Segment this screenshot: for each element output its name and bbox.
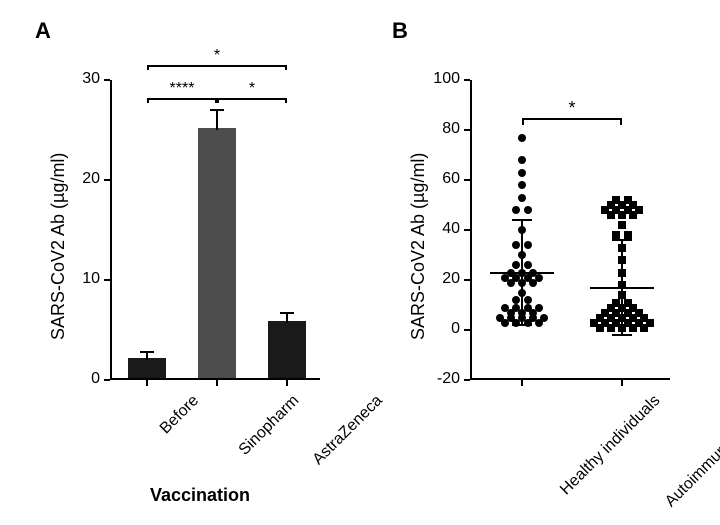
panel-a-xlabel: Vaccination — [150, 485, 250, 506]
panel-b-label: B — [392, 18, 408, 44]
ytick-label: 80 — [422, 120, 460, 138]
ytick-label: 40 — [422, 220, 460, 238]
data-point — [540, 314, 548, 322]
significance-bracket — [285, 65, 287, 70]
panel-a-label: A — [35, 18, 51, 44]
data-point — [524, 261, 532, 269]
ytick-label: 60 — [422, 170, 460, 188]
data-point — [624, 299, 632, 307]
data-point — [524, 296, 532, 304]
ytick-label: 0 — [68, 370, 100, 388]
sd-whisker-cap — [512, 324, 532, 326]
data-point — [524, 304, 532, 312]
ytick-mark — [464, 79, 470, 81]
category-label: Before — [157, 392, 203, 438]
ytick-mark — [464, 129, 470, 131]
data-point — [496, 314, 504, 322]
data-point — [512, 304, 520, 312]
category-label: AstraZeneca — [310, 392, 387, 469]
significance-bracket — [217, 98, 219, 103]
data-point — [518, 194, 526, 202]
ytick-mark — [464, 279, 470, 281]
data-point — [612, 299, 620, 307]
data-point — [512, 241, 520, 249]
significance-label: * — [187, 47, 247, 65]
significance-bracket — [147, 65, 287, 67]
ytick-label: 20 — [68, 170, 100, 188]
significance-bracket — [147, 98, 149, 103]
panel-a-ylabel: SARS-CoV2 Ab (µg/ml) — [48, 153, 69, 340]
significance-label: * — [222, 80, 282, 98]
ytick-mark — [464, 179, 470, 181]
data-point — [624, 196, 632, 204]
data-point — [501, 304, 509, 312]
error-bar-cap — [210, 109, 224, 111]
significance-bracket — [285, 98, 287, 103]
ytick-mark — [104, 79, 110, 81]
data-point — [518, 134, 526, 142]
sd-whisker-cap — [612, 334, 632, 336]
data-point — [512, 206, 520, 214]
error-bar — [286, 313, 288, 323]
sd-whisker — [621, 288, 623, 336]
bar — [128, 358, 167, 378]
ytick-label: 100 — [422, 70, 460, 88]
significance-bracket — [620, 118, 622, 126]
data-point — [535, 304, 543, 312]
significance-bracket — [217, 98, 287, 100]
data-point — [612, 196, 620, 204]
data-point — [512, 261, 520, 269]
data-point — [624, 231, 632, 239]
category-label: Healthy individuals — [557, 392, 664, 499]
ytick-label: 0 — [422, 320, 460, 338]
xtick-mark — [621, 380, 623, 386]
xtick-mark — [146, 380, 148, 386]
error-bar — [146, 352, 148, 360]
data-point — [512, 296, 520, 304]
data-point — [618, 221, 626, 229]
bar — [268, 321, 307, 378]
error-bar-cap — [280, 312, 294, 314]
ytick-mark — [464, 229, 470, 231]
xtick-mark — [216, 380, 218, 386]
sd-whisker — [521, 220, 523, 273]
sd-whisker-cap — [612, 239, 632, 241]
ytick-mark — [104, 279, 110, 281]
xtick-mark — [521, 380, 523, 386]
ytick-label: -20 — [422, 370, 460, 388]
ytick-label: 20 — [422, 270, 460, 288]
significance-label: **** — [152, 80, 212, 98]
ytick-mark — [104, 379, 110, 381]
panel-a-plot: 0102030BeforeSinopharmAstraZeneca****** — [110, 80, 320, 380]
data-point — [612, 231, 620, 239]
sd-whisker — [621, 240, 623, 288]
category-label: Sinopharm — [236, 392, 303, 459]
ytick-mark — [464, 379, 470, 381]
data-point — [518, 169, 526, 177]
ytick-label: 30 — [68, 70, 100, 88]
significance-bracket — [147, 65, 149, 70]
significance-bracket — [522, 118, 524, 126]
ytick-mark — [464, 329, 470, 331]
category-label: Autoimmune patients — [662, 392, 720, 511]
figure: A SARS-CoV2 Ab (µg/ml) 0 10 20 30 Before Sino… — [0, 0, 720, 525]
data-point — [518, 156, 526, 164]
data-point — [524, 241, 532, 249]
xtick-mark — [286, 380, 288, 386]
ytick-mark — [104, 179, 110, 181]
error-bar — [216, 110, 218, 130]
significance-label: * — [552, 98, 592, 119]
data-point — [518, 181, 526, 189]
panel-b-plot: -20020406080100Healthy individualsAutoim… — [470, 80, 670, 380]
bar — [198, 128, 237, 378]
data-point — [524, 206, 532, 214]
sd-whisker — [521, 273, 523, 326]
significance-bracket — [147, 98, 217, 100]
ytick-label: 10 — [68, 270, 100, 288]
sd-whisker-cap — [512, 219, 532, 221]
error-bar-cap — [140, 351, 154, 353]
